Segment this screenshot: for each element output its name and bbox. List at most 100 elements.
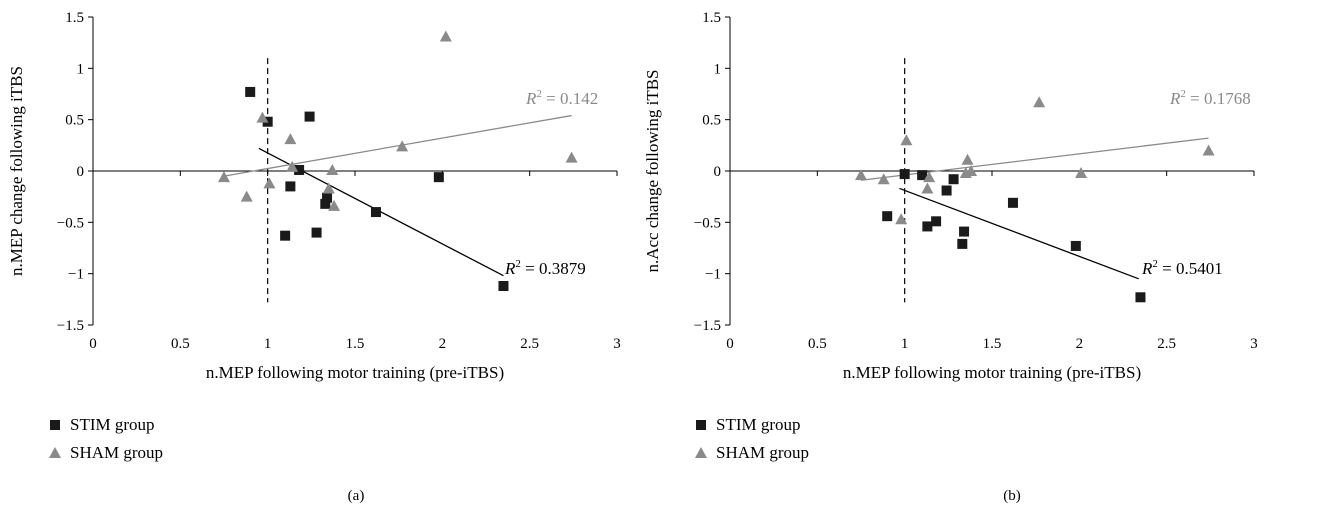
stim-point: [931, 216, 942, 227]
y-tick-label: 0.5: [65, 113, 84, 129]
sham-trend-line: [860, 137, 1209, 181]
sham-point: [565, 151, 578, 163]
sham-trend-line: [223, 114, 572, 177]
sham-point: [877, 173, 890, 185]
legend-stim-label: STIM group: [70, 415, 155, 434]
y-tick-label: −1.5: [57, 318, 84, 334]
stim-point: [322, 192, 333, 203]
r2-superscript: 2: [515, 258, 521, 270]
sham-point: [855, 169, 867, 181]
legend-sham-marker: [49, 447, 61, 458]
sham-point: [1202, 144, 1215, 156]
y-tick-label: 0: [77, 164, 85, 180]
r2-value: = 0.3879: [521, 259, 586, 278]
x-tick-label: 1.5: [346, 336, 365, 352]
stim-point: [311, 227, 322, 238]
x-tick-label: 2.5: [1157, 336, 1176, 352]
r2-superscript: 2: [1152, 258, 1158, 270]
sham-point: [256, 111, 269, 123]
sham-point: [900, 134, 913, 146]
r2-symbol: R: [1141, 259, 1153, 278]
stim-point: [280, 230, 291, 241]
sham-point: [322, 182, 335, 194]
y-tick-label: 1: [77, 61, 85, 77]
x-tick-label: 3: [613, 336, 621, 352]
sham-point: [328, 199, 341, 211]
legend-sham-label: SHAM group: [716, 443, 809, 462]
x-tick-label: 1.5: [983, 336, 1002, 352]
sham-point: [895, 213, 908, 225]
sham-point: [286, 160, 299, 172]
y-tick-label: −0.5: [694, 215, 721, 231]
r2-superscript: 2: [536, 88, 542, 100]
r2-value: = 0.5401: [1158, 259, 1223, 278]
stim-point: [957, 238, 968, 249]
x-tick-label: 0: [726, 336, 734, 352]
sham-point: [921, 182, 934, 194]
sham-point: [284, 133, 297, 145]
sham-point: [439, 30, 452, 42]
stim-point: [304, 111, 315, 122]
y-tick-label: −1: [68, 267, 84, 283]
legend: STIM group SHAM group: [49, 415, 163, 462]
x-tick-label: 2.5: [520, 336, 539, 352]
stim-point: [285, 181, 296, 192]
r2-value: = 0.1768: [1186, 89, 1251, 108]
x-tick-label: 1: [901, 336, 909, 352]
chart-panel-b: −1.5−1−0.500.511.50 0.5 1 1.5 2 2.5 3R2 = 0.54…: [643, 10, 1258, 504]
stim-point: [959, 226, 970, 237]
stim-r2-label: R2 = 0.5401: [1141, 258, 1223, 278]
x-tick-label: 0.5: [171, 336, 190, 352]
y-tick-label: 1: [714, 61, 722, 77]
x-axis-title: n.MEP following motor training (pre-iTBS…: [206, 363, 504, 382]
r2-symbol: R: [525, 89, 537, 108]
panel-label: (b): [1003, 488, 1021, 504]
stim-point: [245, 86, 256, 97]
r2-superscript: 2: [1180, 88, 1186, 100]
stim-point: [370, 207, 381, 218]
y-axis-title: n.MEP change following iTBS: [7, 66, 26, 276]
x-tick-label: 2: [439, 336, 447, 352]
legend-sham-label: SHAM group: [70, 443, 163, 462]
sham-point: [263, 177, 276, 189]
sham-point: [218, 171, 230, 183]
sham-point: [1033, 96, 1046, 108]
stim-point: [320, 198, 331, 209]
y-tick-label: −0.5: [57, 215, 84, 231]
sham-point: [1075, 167, 1088, 179]
stim-point: [882, 211, 893, 222]
x-tick-label: 1: [264, 336, 272, 352]
y-axis-title: n.Acc change following iTBS: [643, 69, 662, 272]
y-tick-label: 1.5: [702, 10, 721, 26]
sham-r2-label: R2 = 0.1768: [1169, 88, 1251, 108]
sham-point: [396, 140, 409, 152]
legend-stim-marker: [696, 420, 706, 430]
x-tick-label: 0.5: [808, 336, 827, 352]
sham-point: [965, 165, 978, 176]
y-tick-label: 1.5: [65, 10, 84, 26]
panel-label: (a): [348, 488, 365, 504]
sham-point: [923, 171, 936, 183]
x-axis-title: n.MEP following motor training (pre-iTBS…: [843, 363, 1141, 382]
y-tick-label: 0: [714, 164, 722, 180]
stim-point: [1135, 292, 1146, 303]
r2-symbol: R: [504, 259, 516, 278]
sham-point: [961, 153, 974, 165]
y-tick-label: −1: [705, 267, 721, 283]
legend-stim-marker: [50, 420, 60, 430]
x-tick-label: 0: [89, 336, 97, 352]
sham-point: [240, 190, 253, 202]
legend: STIM group SHAM group: [695, 415, 809, 462]
x-tick-label: 2: [1076, 336, 1084, 352]
stim-r2-label: R2 = 0.3879: [504, 258, 586, 278]
stim-point: [1070, 240, 1081, 251]
legend-sham-marker: [695, 447, 707, 458]
stim-point: [1007, 197, 1018, 208]
stim-point: [948, 174, 959, 185]
stim-point: [498, 280, 509, 291]
r2-value: = 0.142: [542, 89, 598, 108]
stim-point: [941, 185, 952, 196]
y-tick-label: −1.5: [694, 318, 721, 334]
stim-point: [917, 170, 928, 181]
